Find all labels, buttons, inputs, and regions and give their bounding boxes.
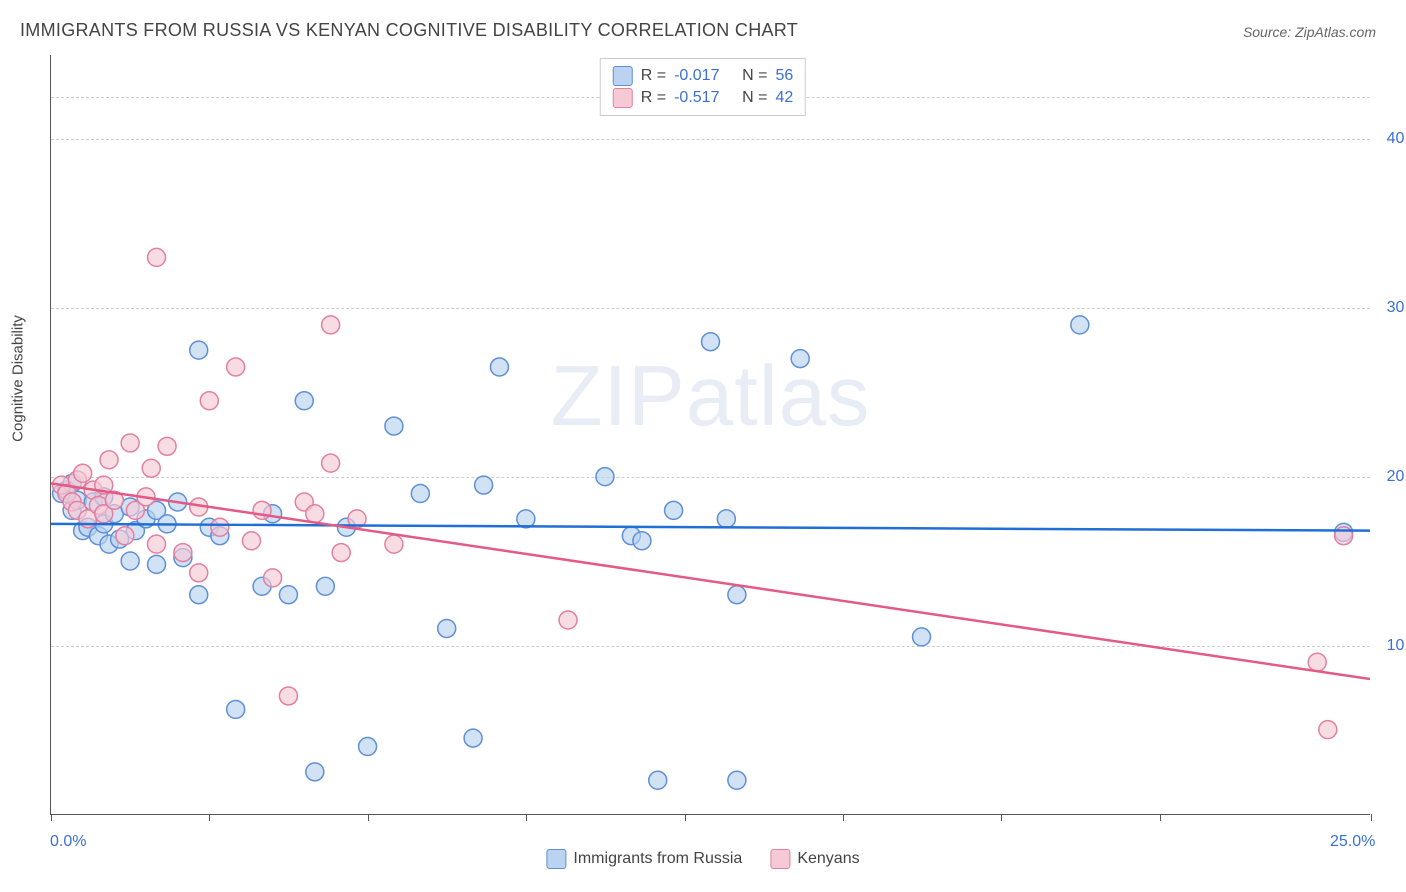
data-point-russia [316, 577, 334, 595]
correlation-legend: R = -0.017 N = 56 R = -0.517 N = 42 [600, 58, 806, 116]
legend-row-russia: R = -0.017 N = 56 [613, 65, 793, 87]
data-point-russia [438, 619, 456, 637]
data-point-russia [717, 510, 735, 528]
data-point-russia [385, 417, 403, 435]
data-point-russia [306, 763, 324, 781]
data-point-russia [1071, 316, 1089, 334]
swatch-russia [546, 849, 566, 869]
n-value-kenya: 42 [775, 89, 793, 107]
n-label: N = [742, 67, 767, 85]
data-point-russia [295, 392, 313, 410]
data-point-russia [913, 628, 931, 646]
data-point-kenya [158, 437, 176, 455]
r-value-kenya: -0.517 [674, 89, 734, 107]
data-point-kenya [322, 316, 340, 334]
data-point-russia [359, 738, 377, 756]
data-point-russia [190, 341, 208, 359]
data-point-russia [227, 700, 245, 718]
y-tick-label: 10.0% [1377, 637, 1406, 655]
data-point-russia [464, 729, 482, 747]
scatter-plot [51, 55, 1370, 814]
y-axis-label: Cognitive Disability [10, 315, 27, 442]
data-point-russia [649, 771, 667, 789]
data-point-russia [791, 350, 809, 368]
data-point-kenya [148, 535, 166, 553]
n-value-russia: 56 [775, 67, 793, 85]
r-value-russia: -0.017 [674, 67, 734, 85]
data-point-russia [190, 586, 208, 604]
data-point-kenya [306, 505, 324, 523]
swatch-russia [613, 66, 633, 86]
series-legend: Immigrants from Russia Kenyans [546, 849, 859, 869]
trend-line-russia [51, 524, 1370, 531]
data-point-kenya [74, 464, 92, 482]
source-attribution: Source: ZipAtlas.com [1243, 24, 1376, 40]
data-point-kenya [116, 527, 134, 545]
trend-line-kenya [51, 483, 1370, 679]
data-point-russia [702, 333, 720, 351]
n-label: N = [742, 89, 767, 107]
data-point-kenya [211, 518, 229, 536]
chart-container: IMMIGRANTS FROM RUSSIA VS KENYAN COGNITI… [0, 0, 1406, 892]
r-label: R = [641, 67, 666, 85]
data-point-russia [633, 532, 651, 550]
data-point-kenya [227, 358, 245, 376]
data-point-kenya [332, 544, 350, 562]
y-tick-label: 20.0% [1377, 468, 1406, 486]
legend-item-russia: Immigrants from Russia [546, 849, 742, 869]
data-point-russia [411, 485, 429, 503]
data-point-kenya [322, 454, 340, 472]
data-point-russia [728, 771, 746, 789]
data-point-kenya [242, 532, 260, 550]
data-point-russia [665, 501, 683, 519]
chart-title: IMMIGRANTS FROM RUSSIA VS KENYAN COGNITI… [20, 20, 798, 41]
data-point-kenya [142, 459, 160, 477]
legend-row-kenya: R = -0.517 N = 42 [613, 87, 793, 109]
data-point-kenya [148, 248, 166, 266]
data-point-kenya [190, 564, 208, 582]
x-tick-label: 0.0% [50, 833, 86, 851]
data-point-kenya [264, 569, 282, 587]
data-point-kenya [559, 611, 577, 629]
source-name: ZipAtlas.com [1295, 24, 1376, 40]
swatch-kenya [613, 88, 633, 108]
data-point-kenya [121, 434, 139, 452]
y-tick-label: 40.0% [1377, 130, 1406, 148]
y-tick-label: 30.0% [1377, 299, 1406, 317]
data-point-kenya [100, 451, 118, 469]
data-point-kenya [385, 535, 403, 553]
data-point-russia [728, 586, 746, 604]
data-point-kenya [200, 392, 218, 410]
data-point-russia [596, 468, 614, 486]
legend-label-russia: Immigrants from Russia [573, 850, 742, 868]
data-point-russia [279, 586, 297, 604]
data-point-russia [490, 358, 508, 376]
legend-label-kenya: Kenyans [797, 850, 859, 868]
plot-area: ZIPatlas 10.0%20.0%30.0%40.0% [50, 55, 1370, 815]
x-tick-label: 25.0% [1330, 833, 1375, 851]
swatch-kenya [770, 849, 790, 869]
data-point-russia [121, 552, 139, 570]
legend-item-kenya: Kenyans [770, 849, 859, 869]
data-point-russia [148, 555, 166, 573]
data-point-kenya [174, 544, 192, 562]
r-label: R = [641, 89, 666, 107]
source-label: Source: [1243, 24, 1291, 40]
data-point-kenya [279, 687, 297, 705]
data-point-russia [475, 476, 493, 494]
data-point-kenya [1319, 721, 1337, 739]
data-point-kenya [1308, 653, 1326, 671]
